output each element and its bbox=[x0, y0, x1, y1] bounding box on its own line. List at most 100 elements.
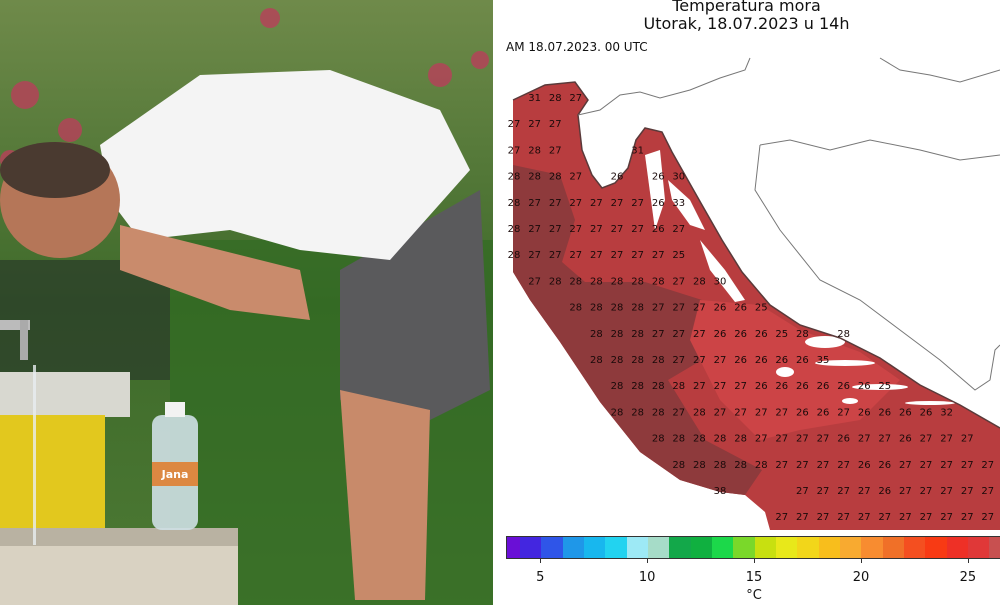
temperature-label: 27 bbox=[590, 198, 603, 209]
temperature-label: 27 bbox=[693, 381, 706, 392]
colorbar-bin bbox=[583, 537, 606, 558]
colorbar-bin bbox=[519, 537, 542, 558]
temperature-label: 26 bbox=[817, 407, 830, 418]
temperature-label: 26 bbox=[837, 434, 850, 445]
temperature-label: 28 bbox=[508, 172, 521, 183]
temperature-label: 27 bbox=[817, 486, 830, 497]
temperature-label: 26 bbox=[837, 381, 850, 392]
temperature-label: 27 bbox=[672, 276, 685, 287]
colorbar-bin bbox=[690, 537, 712, 558]
temperature-label: 28 bbox=[652, 434, 665, 445]
colorbar-bin bbox=[733, 537, 755, 558]
temperature-label: 26 bbox=[878, 460, 891, 471]
temperature-label: 28 bbox=[611, 381, 624, 392]
temperature-label: 28 bbox=[631, 276, 644, 287]
temperature-label: 27 bbox=[755, 434, 768, 445]
temperature-label: 27 bbox=[981, 460, 994, 471]
colorbar-bin bbox=[946, 537, 969, 558]
temperature-label: 27 bbox=[672, 329, 685, 340]
temperature-label: 28 bbox=[590, 355, 603, 366]
temperature-label: 27 bbox=[796, 486, 809, 497]
temperature-label: 28 bbox=[590, 276, 603, 287]
water-bottle: Jana bbox=[152, 402, 198, 530]
temperature-label: 27 bbox=[899, 512, 912, 523]
temperature-label: 27 bbox=[672, 407, 685, 418]
country-borders bbox=[577, 57, 1000, 391]
temperature-label: 28 bbox=[672, 434, 685, 445]
temperature-label: 27 bbox=[508, 119, 521, 130]
temperature-label: 27 bbox=[899, 460, 912, 471]
colorbar-tick-label: 15 bbox=[745, 570, 763, 585]
temperature-label: 26 bbox=[652, 198, 665, 209]
temperature-label: 26 bbox=[920, 407, 933, 418]
temperature-label: 28 bbox=[611, 329, 624, 340]
temperature-label: 28 bbox=[590, 303, 603, 314]
temperature-label: 28 bbox=[508, 250, 521, 261]
temperature-label: 26 bbox=[796, 381, 809, 392]
temperature-label: 27 bbox=[652, 329, 665, 340]
temperature-label: 28 bbox=[569, 276, 582, 287]
colorbar-bin bbox=[754, 537, 776, 558]
colorbar-bin bbox=[904, 537, 926, 558]
temperature-label: 27 bbox=[837, 460, 850, 471]
temperature-label: 27 bbox=[734, 381, 747, 392]
temperature-label: 28 bbox=[631, 355, 644, 366]
temperature-label: 27 bbox=[528, 119, 541, 130]
temperature-label: 27 bbox=[775, 407, 788, 418]
temperature-label: 27 bbox=[528, 250, 541, 261]
colorbar-tick-label: 5 bbox=[536, 570, 545, 585]
temperature-label: 26 bbox=[899, 434, 912, 445]
temperature-label: 28 bbox=[652, 276, 665, 287]
temperature-label: 28 bbox=[631, 329, 644, 340]
temperature-label: 28 bbox=[672, 381, 685, 392]
sea-area bbox=[512, 81, 1000, 530]
temperature-label: 26 bbox=[652, 224, 665, 235]
colorbar-tick-mark bbox=[754, 559, 756, 563]
temperature-label: 27 bbox=[652, 250, 665, 261]
colorbar-tick-mark bbox=[540, 559, 542, 563]
temperature-label: 28 bbox=[714, 434, 727, 445]
temperature-label: 27 bbox=[796, 460, 809, 471]
colorbar-bin bbox=[989, 537, 1000, 558]
temperature-label: 27 bbox=[961, 434, 974, 445]
temperature-label: 27 bbox=[714, 355, 727, 366]
temperature-label: 28 bbox=[528, 145, 541, 156]
temperature-label: 27 bbox=[858, 434, 871, 445]
temperature-label: 27 bbox=[796, 512, 809, 523]
temperature-label: 27 bbox=[899, 486, 912, 497]
colorbar-bin bbox=[626, 537, 648, 558]
temperature-label: 27 bbox=[672, 355, 685, 366]
temperature-label: 27 bbox=[920, 512, 933, 523]
colorbar-bin bbox=[968, 537, 990, 558]
bottle-brand-label: Jana bbox=[161, 468, 189, 481]
temperature-label: 28 bbox=[693, 276, 706, 287]
temperature-label: 28 bbox=[837, 329, 850, 340]
temperature-label: 27 bbox=[817, 434, 830, 445]
temperature-label: 28 bbox=[528, 172, 541, 183]
temperature-label: 28 bbox=[590, 329, 603, 340]
temperature-label: 27 bbox=[878, 512, 891, 523]
temperature-label: 26 bbox=[899, 407, 912, 418]
temperature-label: 27 bbox=[981, 512, 994, 523]
temperature-label: 28 bbox=[693, 434, 706, 445]
temperature-label: 26 bbox=[878, 407, 891, 418]
temperature-label: 28 bbox=[631, 381, 644, 392]
temperature-label: 25 bbox=[878, 381, 891, 392]
temperature-label: 28 bbox=[549, 172, 562, 183]
temperature-label: 35 bbox=[817, 355, 830, 366]
temperature-label: 27 bbox=[528, 276, 541, 287]
temperature-label: 26 bbox=[858, 381, 871, 392]
temperature-label: 28 bbox=[569, 303, 582, 314]
colorbar-tick-mark bbox=[967, 559, 969, 563]
temperature-label: 28 bbox=[631, 407, 644, 418]
temperature-label: 25 bbox=[755, 303, 768, 314]
colorbar-bin bbox=[861, 537, 883, 558]
temperature-label: 26 bbox=[858, 460, 871, 471]
temperature-label: 27 bbox=[837, 407, 850, 418]
temperature-label: 28 bbox=[631, 303, 644, 314]
temperature-label: 27 bbox=[920, 460, 933, 471]
temperature-label: 27 bbox=[920, 434, 933, 445]
temperature-label: 27 bbox=[940, 434, 953, 445]
temperature-label: 28 bbox=[611, 303, 624, 314]
temperature-label: 28 bbox=[508, 198, 521, 209]
